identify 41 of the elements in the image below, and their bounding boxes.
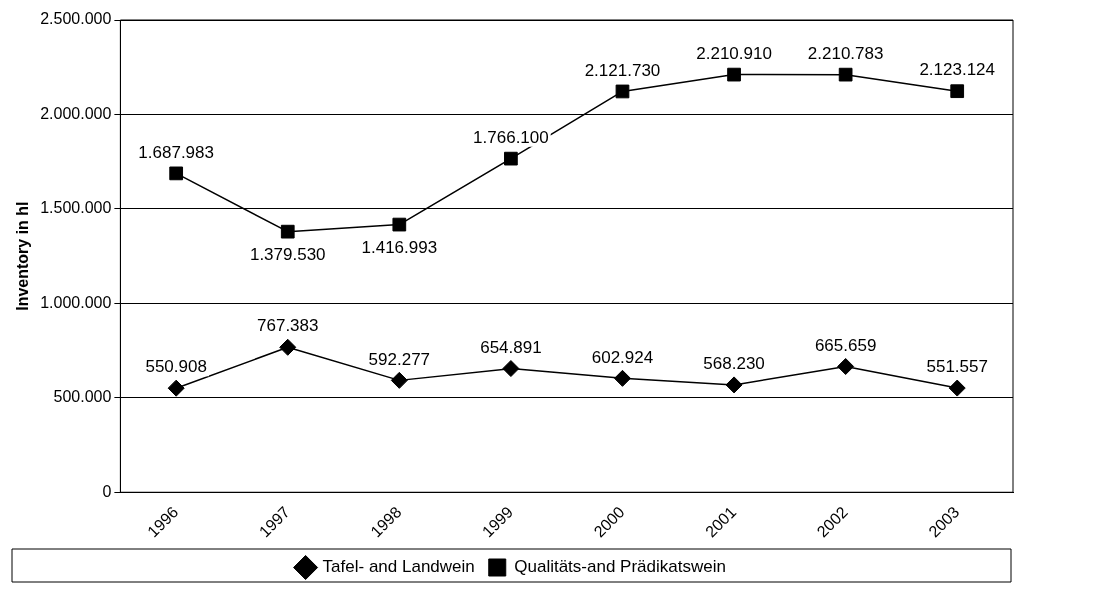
data-label: 1.687.983: [138, 142, 214, 162]
point: [280, 224, 295, 239]
legend-label: Qualitäts-and Prädikatswein: [514, 557, 726, 577]
y-tick-label: 1.500.000: [40, 199, 112, 217]
data-label: 568.230: [703, 354, 765, 374]
y-tick-label: 2.500.000: [40, 10, 112, 28]
point: [279, 338, 297, 356]
point: [950, 84, 965, 99]
data-label: 1.766.100: [473, 127, 549, 147]
point: [504, 151, 518, 166]
point: [167, 379, 185, 397]
point: [615, 84, 630, 99]
point: [948, 379, 966, 397]
y-tick-label: 2.000.000: [40, 104, 112, 122]
point: [613, 369, 631, 387]
data-label: 654.891: [480, 337, 542, 357]
data-label: 2.210.783: [807, 43, 884, 63]
data-label: 1.379.530: [249, 244, 326, 264]
data-label: 592.277: [368, 349, 431, 369]
point: [502, 360, 520, 378]
point: [390, 371, 408, 389]
data-label: 665.659: [814, 335, 877, 355]
data-label: 2.121.730: [584, 60, 661, 80]
point: [725, 376, 743, 394]
data-label: 550.908: [145, 357, 207, 377]
data-label: 551.557: [926, 357, 988, 377]
point: [838, 67, 853, 82]
y-tick-label: 500.000: [53, 388, 112, 406]
data-label: 2.123.124: [919, 60, 996, 80]
point: [837, 358, 855, 376]
data-label: 1.416.993: [361, 237, 438, 257]
y-tick-label: 0: [102, 482, 112, 500]
data-label: 2.210.910: [696, 43, 772, 63]
y-tick-label: 1.000.000: [40, 293, 112, 311]
data-label: 767.383: [257, 316, 319, 336]
point: [392, 217, 407, 232]
y-axis-title: Inventory in hl: [14, 201, 32, 311]
legend-label: Tafel- and Landwein: [322, 557, 475, 577]
point: [169, 166, 184, 181]
data-label: 602.924: [591, 347, 654, 367]
point: [727, 67, 741, 82]
